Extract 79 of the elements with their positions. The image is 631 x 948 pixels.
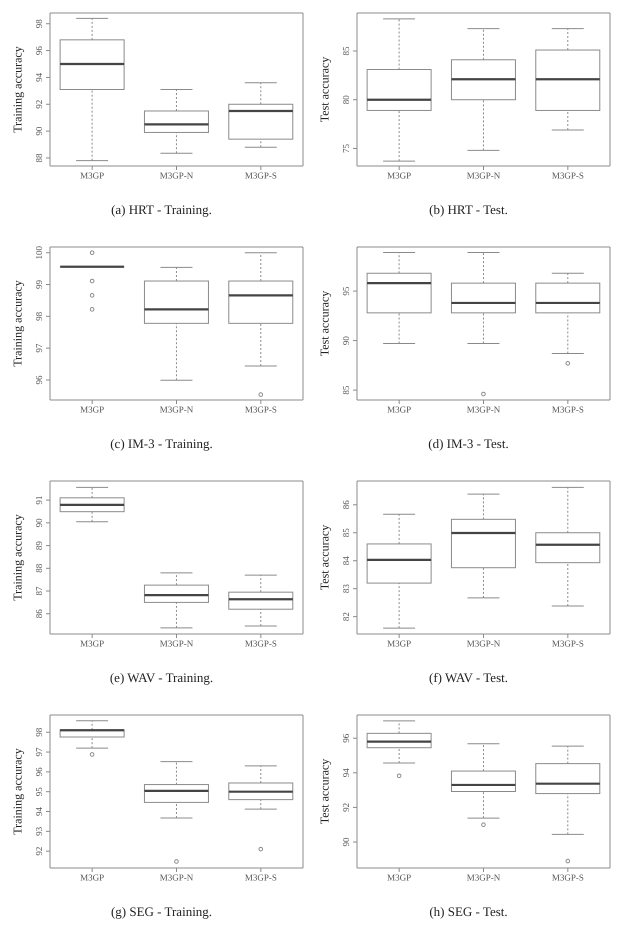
text: (d) IM-3 - Test. (427, 436, 510, 452)
y-tick-label: 89 (34, 540, 44, 550)
x-tick-label: M3GP (387, 170, 412, 180)
y-tick-label: 85 (341, 46, 351, 56)
y-tick-label: 95 (34, 786, 44, 796)
y-axis-title: Training accuracy (10, 46, 24, 133)
text: (e) WAV - Training. (108, 670, 214, 686)
x-tick-label: M3GP (387, 404, 412, 414)
y-tick-label: 90 (34, 518, 44, 528)
y-tick-label: 86 (341, 500, 351, 510)
x-tick-label: M3GP-S (552, 638, 584, 648)
x-tick-label: M3GP (80, 170, 104, 180)
y-tick-label: 92 (341, 802, 351, 812)
x-tick-label: M3GP-S (244, 872, 277, 882)
y-tick-label: 90 (34, 126, 44, 136)
y-axis-title: Training accuracy (10, 514, 24, 601)
y-axis-title: Test accuracy (317, 524, 332, 590)
x-tick-label: M3GP-S (552, 404, 584, 414)
y-tick-label: 94 (34, 72, 44, 82)
y-tick-label: 95 (341, 286, 351, 296)
y-tick-label: 83 (341, 584, 351, 594)
text: (c) IM-3 - Training. (109, 436, 214, 452)
y-tick-label: 96 (341, 733, 351, 743)
y-tick-label: 87 (34, 586, 44, 596)
y-tick-label: 91 (34, 496, 44, 505)
y-tick-label: 90 (341, 837, 351, 847)
text: (g) SEG - Training. (110, 904, 214, 920)
x-tick-label: M3GP-S (244, 638, 277, 648)
y-tick-label: 92 (34, 100, 44, 109)
y-tick-label: 94 (341, 768, 351, 778)
y-tick-label: 97 (34, 747, 44, 757)
x-tick-label: M3GP-S (244, 170, 277, 180)
y-tick-label: 99 (34, 280, 44, 290)
x-tick-label: M3GP-N (466, 872, 501, 882)
text: (b) HRT - Test. (428, 202, 509, 218)
y-tick-label: 82 (341, 612, 351, 622)
text: (h) SEG - Test. (428, 904, 509, 920)
y-tick-label: 80 (341, 94, 351, 104)
x-tick-label: M3GP-N (160, 872, 194, 882)
y-tick-label: 96 (34, 766, 44, 776)
x-tick-label: M3GP-N (160, 170, 194, 180)
y-tick-label: 75 (341, 143, 351, 153)
y-axis-title: Training accuracy (10, 280, 24, 367)
x-tick-label: M3GP (387, 872, 412, 882)
y-tick-label: 93 (34, 826, 44, 836)
y-axis-title: Test accuracy (317, 758, 332, 824)
x-tick-label: M3GP-N (160, 404, 194, 414)
x-tick-label: M3GP-N (466, 638, 501, 648)
y-tick-label: 96 (34, 46, 44, 56)
text: (a) HRT - Training. (110, 202, 213, 218)
y-tick-label: 98 (34, 727, 44, 737)
x-tick-label: M3GP-N (466, 404, 501, 414)
x-tick-label: M3GP-S (244, 404, 277, 414)
y-tick-label: 90 (341, 336, 351, 346)
y-tick-label: 88 (34, 152, 44, 162)
x-tick-label: M3GP-N (466, 170, 501, 180)
y-tick-label: 85 (341, 528, 351, 538)
y-tick-label: 96 (34, 374, 44, 384)
y-tick-label: 84 (341, 556, 351, 566)
y-tick-label: 97 (34, 343, 44, 353)
x-tick-label: M3GP (387, 638, 412, 648)
text: (f) WAV - Test. (428, 670, 509, 686)
y-axis-title: Test accuracy (317, 290, 332, 356)
x-tick-label: M3GP-S (552, 170, 584, 180)
x-tick-label: M3GP (80, 638, 104, 648)
y-axis-title: Test accuracy (317, 56, 332, 122)
y-tick-label: 98 (34, 18, 44, 28)
x-tick-label: M3GP (80, 404, 104, 414)
x-tick-label: M3GP-S (552, 872, 584, 882)
y-axis-title: Training accuracy (10, 748, 24, 835)
y-tick-label: 88 (34, 563, 44, 573)
y-tick-label: 98 (34, 311, 44, 321)
y-tick-label: 100 (34, 245, 44, 260)
y-tick-label: 86 (34, 608, 44, 618)
y-tick-label: 94 (34, 806, 44, 816)
x-tick-label: M3GP-N (160, 638, 194, 648)
y-tick-label: 85 (341, 385, 351, 395)
y-tick-label: 92 (34, 846, 44, 856)
x-tick-label: M3GP (80, 872, 104, 882)
